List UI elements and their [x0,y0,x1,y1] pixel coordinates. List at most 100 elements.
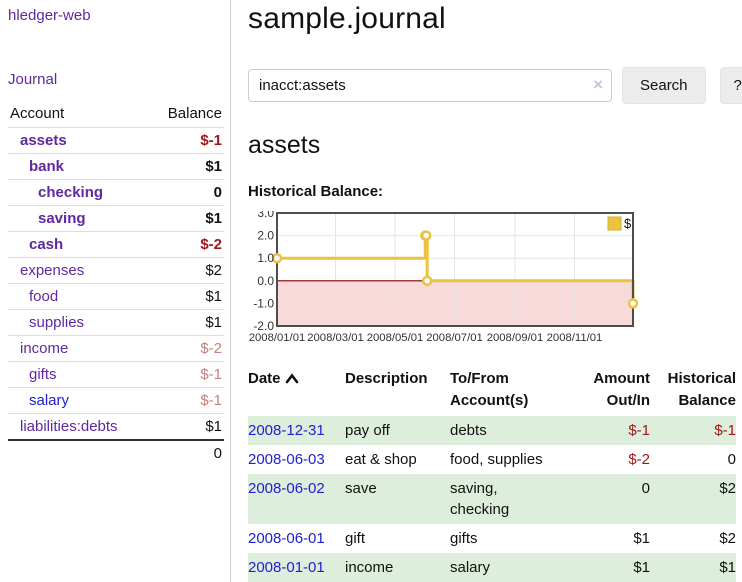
table-row: gifts $-1 [8,361,224,388]
transaction-date-link[interactable]: 2008-06-01 [248,529,325,547]
svg-text:-2.0: -2.0 [253,319,274,333]
accounts-total-row: 0 [8,440,224,466]
transaction-accounts: gifts [450,529,478,547]
transaction-accounts: salary [450,558,491,576]
svg-text:2008/07/01: 2008/07/01 [426,332,483,344]
register-header-amount: Amount Out/In [593,370,650,409]
account-balance: $-1 [200,392,222,409]
table-row: liabilities:debts $1 [8,413,224,441]
transaction-balance: 0 [727,450,736,468]
account-balance: $2 [205,262,222,279]
account-balance: $1 [205,314,222,331]
transaction-description: gift [345,529,366,547]
date-header-label: Date [248,370,281,387]
svg-text:2.0: 2.0 [257,229,274,243]
account-link-checking[interactable]: checking [38,184,104,201]
svg-text:0.0: 0.0 [257,274,274,288]
account-balance: $-2 [200,340,222,357]
account-link-food[interactable]: food [29,288,59,305]
transaction-date-link[interactable]: 2008-06-03 [248,450,325,468]
table-row: cash $-2 [8,231,224,258]
account-link-assets[interactable]: assets [20,132,67,149]
account-balance: $1 [205,418,222,435]
account-balance: 0 [213,184,222,201]
svg-text:2008/03/01: 2008/03/01 [307,332,364,344]
transaction-amount: 0 [641,479,650,497]
account-link-liabilities-debts[interactable]: liabilities:debts [20,418,118,435]
transaction-balance: $2 [719,529,736,547]
table-row: salary $-1 [8,387,224,414]
transaction-description: income [345,558,394,576]
sidebar-item-journal[interactable]: Journal [8,71,58,88]
main-content: sample.journal × Search ? assets Histori… [248,0,742,582]
register-table: Date Description To/From Account(s) Amou… [248,366,736,582]
transaction-date-link[interactable]: 2008-12-31 [248,421,325,439]
accounts-table: Account Balance assets $-1 bank $1 check… [8,102,224,466]
transaction-balance: $2 [719,479,736,497]
table-row: food $1 [8,283,224,310]
svg-text:3.0: 3.0 [257,211,274,220]
account-heading: assets [248,131,321,159]
account-balance: $1 [205,210,222,227]
table-row: saving $1 [8,205,224,232]
account-link-expenses[interactable]: expenses [20,262,85,279]
transaction-amount: $1 [633,529,650,547]
transaction-accounts: saving, checking [450,479,510,518]
register-header-row: Date Description To/From Account(s) Amou… [248,366,736,416]
register-header-accounts: To/From Account(s) [450,370,529,409]
register-header-date[interactable]: Date [248,366,345,416]
table-row: income $-2 [8,335,224,362]
transaction-date-link[interactable]: 2008-06-02 [248,479,325,497]
sort-ascending-icon [285,369,299,391]
transaction-amount: $1 [633,558,650,576]
account-link-income[interactable]: income [20,340,69,357]
page-title: sample.journal [248,2,446,35]
account-link-gifts[interactable]: gifts [29,366,57,383]
transaction-description: save [345,479,377,497]
svg-text:2008/11/01: 2008/11/01 [547,332,603,344]
table-row: expenses $2 [8,257,224,284]
search-input[interactable] [248,69,612,102]
transaction-date-link[interactable]: 2008-01-01 [248,558,325,576]
table-row: supplies $1 [8,309,224,336]
transaction-accounts: debts [450,421,487,439]
table-row: checking 0 [8,179,224,206]
transaction-description: eat & shop [345,450,417,468]
svg-text:-1.0: -1.0 [253,296,274,310]
brand-link[interactable]: hledger-web [8,7,91,24]
account-link-salary[interactable]: salary [29,392,70,409]
help-button[interactable]: ? [719,67,742,104]
svg-text:$: $ [624,216,632,231]
transaction-description: pay off [345,421,390,439]
accounts-total: 0 [213,445,222,462]
transaction-balance: $-1 [714,421,736,439]
clear-search-icon[interactable]: × [593,75,603,94]
account-balance: $1 [205,158,222,175]
accounts-header-balance: Balance [167,105,222,122]
table-row: 2008-01-01 income salary $1 $1 [248,552,736,582]
account-link-cash[interactable]: cash [29,236,64,253]
account-balance: $-2 [200,236,222,253]
chart-title: Historical Balance: [248,183,384,200]
account-link-bank[interactable]: bank [29,158,65,175]
table-row: assets $-1 [8,127,224,154]
account-link-supplies[interactable]: supplies [29,314,85,331]
table-row: 2008-12-31 pay off debts $-1 $-1 [248,415,736,445]
account-balance: $-1 [200,132,222,149]
table-row: 2008-06-01 gift gifts $1 $2 [248,524,736,553]
transaction-balance: $1 [719,558,736,576]
transaction-accounts: food, supplies [450,450,543,468]
table-row: 2008-06-03 eat & shop food, supplies $-2… [248,445,736,474]
account-balance: $1 [205,288,222,305]
register-header-balance: Historical Balance [667,370,736,409]
account-balance: $-1 [200,366,222,383]
register-header-description: Description [345,370,428,387]
search-bar: × Search ? [248,67,742,104]
svg-text:2008/05/01: 2008/05/01 [367,332,424,344]
transaction-amount: $-2 [628,450,650,468]
account-link-saving[interactable]: saving [38,210,86,227]
transaction-amount: $-1 [628,421,650,439]
search-button[interactable]: Search [622,67,706,104]
sidebar: hledger-web Journal Account Balance asse… [0,0,231,582]
